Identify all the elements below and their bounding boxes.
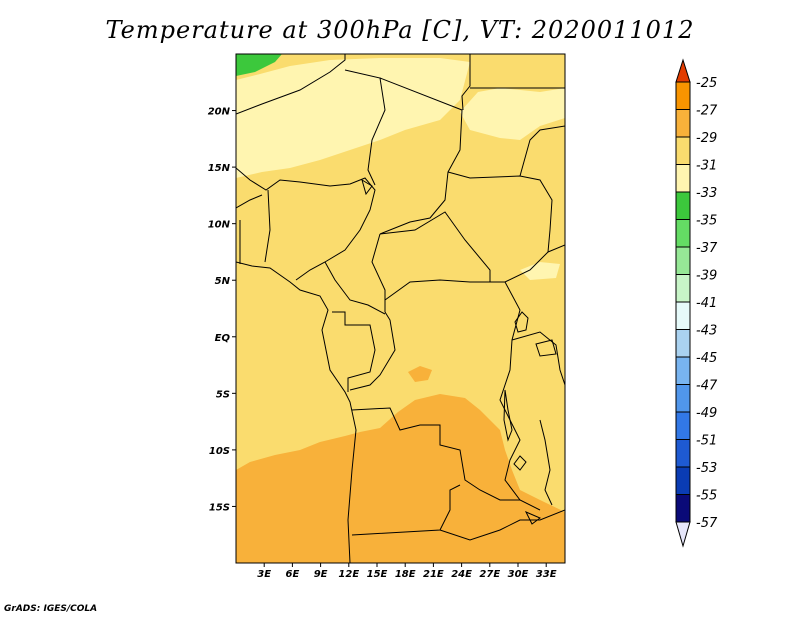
colorbar-swatch <box>675 81 691 110</box>
colorbar-label: -33 <box>696 186 717 201</box>
colorbar-swatch <box>675 356 691 385</box>
colorbar-label: -51 <box>696 434 717 449</box>
colorbar-label: -41 <box>696 296 717 311</box>
colorbar-label: -47 <box>696 379 718 394</box>
map-area <box>236 54 565 563</box>
colorbar-label: -55 <box>696 489 717 504</box>
temperature-fill-cool-band <box>236 54 565 140</box>
colorbar-label: -35 <box>696 214 717 229</box>
colorbar-label: -49 <box>696 406 717 421</box>
colorbar-label: -57 <box>696 516 718 531</box>
lon-tick-label: 21E <box>423 569 444 580</box>
lat-tick-label: 20N <box>208 107 231 118</box>
map-frame <box>235 53 566 564</box>
lake-outlines <box>361 178 557 525</box>
colorbar-top-arrow <box>675 58 691 83</box>
lon-tick-label: 6E <box>286 569 300 580</box>
colorbar-label: -27 <box>696 104 718 119</box>
colorbar-swatch <box>675 219 691 248</box>
lat-tick-label: 15N <box>208 163 231 174</box>
temperature-fill-cool-region <box>236 58 470 178</box>
lon-tick-label: 18E <box>395 569 416 580</box>
lon-tick-label: 9E <box>314 569 328 580</box>
colorbar-swatch <box>675 191 691 220</box>
grads-credit: GrADS: IGES/COLA <box>4 604 98 614</box>
colorbar-label: -37 <box>696 241 718 256</box>
lat-tick-label: 5S <box>216 389 230 400</box>
chart-title: Temperature at 300hPa [C], VT: 202001101… <box>105 16 695 44</box>
colorbar-swatch <box>675 164 691 193</box>
colorbar-bottom-arrow <box>675 521 691 548</box>
colorbar-swatch <box>675 411 691 440</box>
colorbar-swatch <box>675 274 691 303</box>
colorbar-swatch <box>675 466 691 495</box>
colorbar-label: -39 <box>696 269 717 284</box>
colorbar-swatch <box>675 494 691 523</box>
lon-tick-label: 33E <box>536 569 557 580</box>
colorbar-swatch <box>675 136 691 165</box>
colorbar-label: -25 <box>696 76 717 91</box>
lat-tick-label: EQ <box>215 333 231 344</box>
lat-tick-label: 15S <box>209 502 230 513</box>
colorbar-label: -31 <box>696 159 717 174</box>
lon-tick-label: 30E <box>508 569 529 580</box>
lon-tick-label: 12E <box>338 569 359 580</box>
lon-tick-label: 27E <box>479 569 500 580</box>
temperature-fill-cool-spot <box>520 262 560 280</box>
temperature-fill-warm-band <box>236 394 565 563</box>
colorbar: -25 -27 -29 -31 -33 -35 -37 -39 -41 -43 -45 -47 -49 -… <box>675 58 718 548</box>
latitude-axis: 20N 15N 10N 5N EQ 5S 10S 15S <box>208 107 236 513</box>
lat-tick-label: 5N <box>215 276 231 287</box>
colorbar-label: -29 <box>696 131 717 146</box>
colorbar-swatch <box>675 109 691 138</box>
colorbar-label: -43 <box>696 324 717 339</box>
colorbar-swatch <box>675 301 691 330</box>
colorbar-swatch <box>675 439 691 468</box>
lon-tick-label: 3E <box>257 569 271 580</box>
colorbar-swatch <box>675 246 691 275</box>
longitude-axis: 3E 6E 9E 12E 15E 18E 21E 24E 27E 30E 33E <box>257 563 557 580</box>
lat-tick-label: 10S <box>209 446 230 457</box>
colorbar-swatch <box>675 384 691 413</box>
temperature-fill-cold-corner <box>236 54 282 76</box>
temperature-fill-warm-patch <box>408 366 432 382</box>
colorbar-label: -53 <box>696 461 717 476</box>
lon-tick-label: 15E <box>367 569 388 580</box>
colorbar-label: -45 <box>696 351 717 366</box>
lat-tick-label: 10N <box>208 220 231 231</box>
colorbar-swatch <box>675 329 691 358</box>
lon-tick-label: 24E <box>451 569 472 580</box>
